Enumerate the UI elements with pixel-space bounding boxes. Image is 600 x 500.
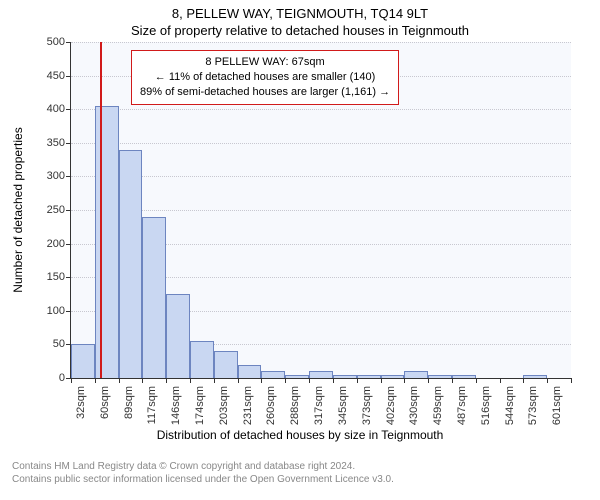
histogram-bar — [166, 294, 190, 378]
xtick-mark — [476, 378, 477, 383]
plot-area: 05010015020025030035040045050032sqm60sqm… — [70, 42, 571, 379]
ytick-label: 150 — [47, 271, 71, 283]
annotation-line-3: 89% of semi-detached houses are larger (… — [140, 85, 390, 100]
gridline — [71, 42, 571, 43]
xtick-label: 32sqm — [75, 386, 87, 428]
histogram-bar — [214, 351, 238, 378]
histogram-bar — [333, 375, 357, 378]
xtick-mark — [190, 378, 191, 383]
xtick-label: 203sqm — [218, 386, 230, 428]
histogram-bar — [238, 365, 262, 378]
ytick-label: 0 — [59, 372, 71, 384]
gridline — [71, 210, 571, 211]
xtick-mark — [357, 378, 358, 383]
footer: Contains HM Land Registry data © Crown c… — [0, 456, 600, 486]
xtick-label: 544sqm — [504, 386, 516, 428]
gridline — [71, 176, 571, 177]
xtick-label: 573sqm — [527, 386, 539, 428]
xtick-label: 146sqm — [170, 386, 182, 428]
xtick-mark — [547, 378, 548, 383]
xtick-label: 487sqm — [456, 386, 468, 428]
xtick-mark — [214, 378, 215, 383]
xtick-label: 430sqm — [408, 386, 420, 428]
xtick-mark — [523, 378, 524, 383]
xtick-label: 373sqm — [361, 386, 373, 428]
histogram-bar — [452, 375, 476, 378]
xtick-label: 60sqm — [99, 386, 111, 428]
xtick-label: 288sqm — [289, 386, 301, 428]
histogram-bar — [309, 371, 333, 378]
xtick-mark — [142, 378, 143, 383]
ytick-label: 350 — [47, 137, 71, 149]
xtick-label: 231sqm — [242, 386, 254, 428]
histogram-bar — [190, 341, 214, 378]
histogram-bar — [428, 375, 452, 378]
ytick-label: 250 — [47, 204, 71, 216]
xtick-mark — [261, 378, 262, 383]
xtick-mark — [404, 378, 405, 383]
xtick-label: 317sqm — [313, 386, 325, 428]
xtick-mark — [309, 378, 310, 383]
xtick-mark — [381, 378, 382, 383]
xtick-label: 601sqm — [551, 386, 563, 428]
footer-line-1: Contains HM Land Registry data © Crown c… — [12, 460, 588, 473]
xtick-mark — [238, 378, 239, 383]
histogram-bar — [261, 371, 285, 378]
histogram-bar — [95, 106, 119, 378]
histogram-bar — [404, 371, 428, 378]
chart-container: Number of detached properties 0501001502… — [0, 38, 600, 456]
x-axis-title: Distribution of detached houses by size … — [157, 428, 444, 442]
histogram-bar — [357, 375, 381, 378]
y-axis-title: Number of detached properties — [11, 127, 25, 292]
xtick-mark — [119, 378, 120, 383]
xtick-mark — [166, 378, 167, 383]
ytick-label: 450 — [47, 70, 71, 82]
xtick-label: 260sqm — [265, 386, 277, 428]
xtick-label: 117sqm — [146, 386, 158, 428]
ytick-label: 300 — [47, 170, 71, 182]
xtick-mark — [333, 378, 334, 383]
annotation-line-1: 8 PELLEW WAY: 67sqm — [140, 55, 390, 70]
xtick-mark — [500, 378, 501, 383]
xtick-mark — [571, 378, 572, 383]
address-line: 8, PELLEW WAY, TEIGNMOUTH, TQ14 9LT — [0, 6, 600, 21]
histogram-bar — [285, 375, 309, 378]
gridline — [71, 109, 571, 110]
histogram-bar — [119, 150, 143, 378]
histogram-bar — [523, 375, 547, 378]
annotation-line-2: ← 11% of detached houses are smaller (14… — [140, 70, 390, 85]
histogram-bar — [71, 344, 95, 378]
xtick-mark — [71, 378, 72, 383]
ytick-label: 50 — [53, 338, 71, 350]
gridline — [71, 143, 571, 144]
property-marker-line — [100, 42, 102, 378]
xtick-label: 174sqm — [194, 386, 206, 428]
xtick-mark — [95, 378, 96, 383]
footer-line-2: Contains public sector information licen… — [12, 473, 588, 486]
histogram-bar — [142, 217, 166, 378]
ytick-label: 100 — [47, 305, 71, 317]
xtick-label: 345sqm — [337, 386, 349, 428]
xtick-mark — [285, 378, 286, 383]
ytick-label: 500 — [47, 36, 71, 48]
ytick-label: 400 — [47, 103, 71, 115]
xtick-label: 459sqm — [432, 386, 444, 428]
xtick-label: 89sqm — [123, 386, 135, 428]
histogram-bar — [381, 375, 405, 378]
xtick-mark — [428, 378, 429, 383]
ytick-label: 200 — [47, 238, 71, 250]
chart-subtitle: Size of property relative to detached ho… — [0, 23, 600, 38]
xtick-label: 516sqm — [480, 386, 492, 428]
xtick-mark — [452, 378, 453, 383]
xtick-label: 402sqm — [385, 386, 397, 428]
annotation-box: 8 PELLEW WAY: 67sqm← 11% of detached hou… — [131, 50, 399, 105]
